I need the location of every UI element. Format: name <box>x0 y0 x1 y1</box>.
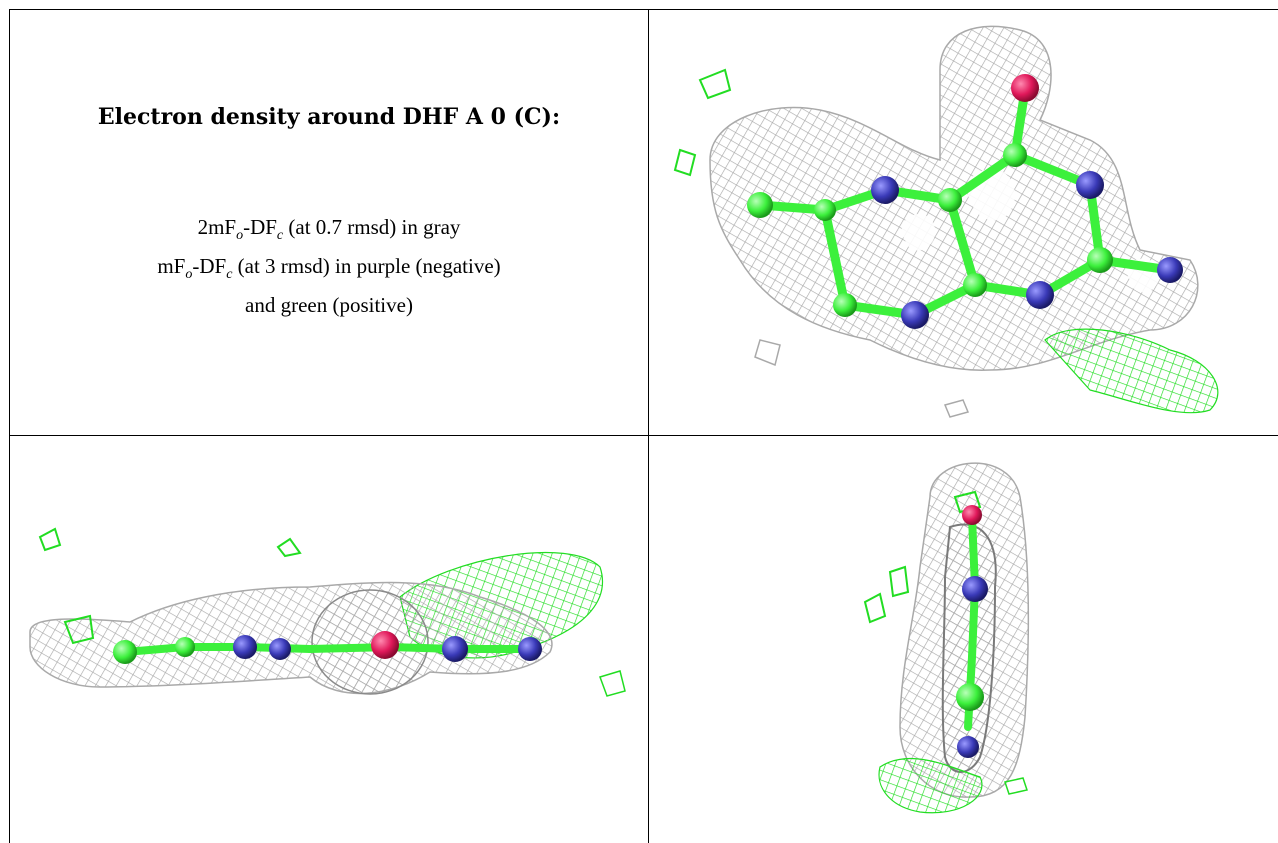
figure-title: Electron density around DHF A 0 (C): <box>97 104 561 130</box>
table-middle-border <box>9 435 1278 436</box>
green-diff-mesh <box>1044 328 1219 414</box>
legend-line-2: mFo-DFc (at 3 rmsd) in purple (negative) <box>157 254 501 283</box>
table-left-border <box>9 9 10 843</box>
density-view-end-on <box>650 437 1278 843</box>
legend-line-1: 2mFo-DFc (at 0.7 rmsd) in gray <box>197 215 461 244</box>
caption-cell: Electron density around DHF A 0 (C): 2mF… <box>10 10 648 435</box>
table-center-border <box>648 9 649 843</box>
table-top-border <box>9 9 1278 10</box>
density-view-edge-on <box>10 437 648 843</box>
density-view-face-on <box>650 10 1278 435</box>
legend-line-3: and green (positive) <box>245 293 413 318</box>
figure-legend: 2mFo-DFc (at 0.7 rmsd) in gray mFo-DFc (… <box>10 212 648 320</box>
